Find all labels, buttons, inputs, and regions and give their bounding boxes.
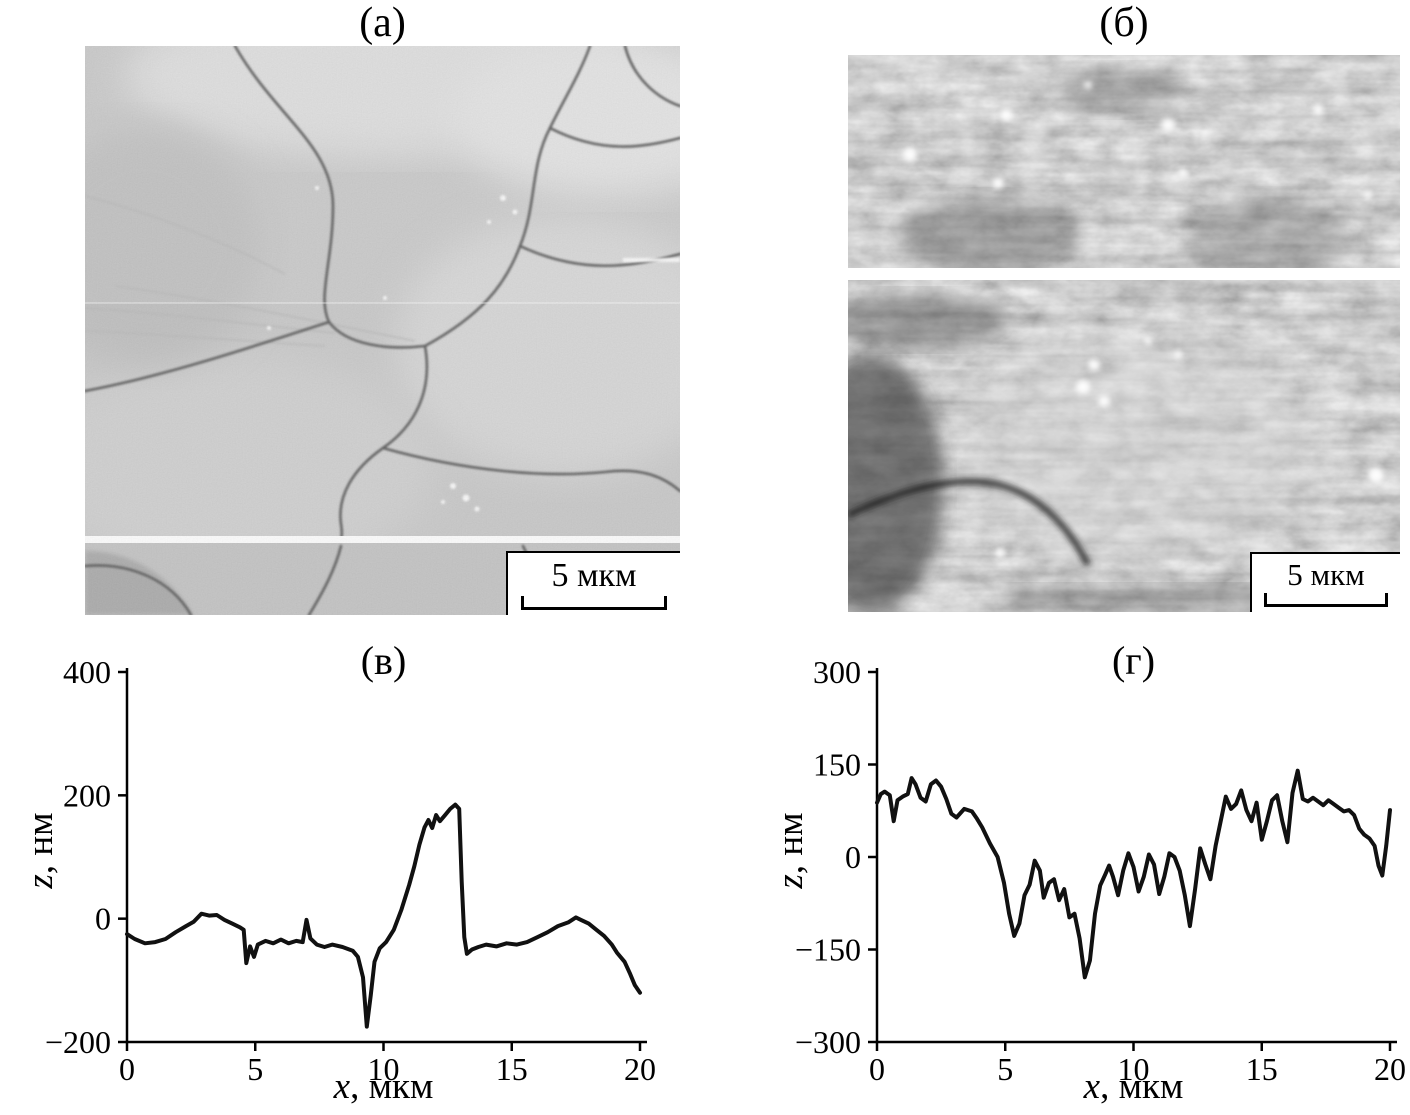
x-unit: , мкм	[1100, 1066, 1184, 1107]
micrograph-a-image	[85, 46, 680, 615]
y-tick-label: 0	[845, 839, 861, 875]
scale-bar-a-line	[521, 595, 667, 610]
panel-b-label: (б)	[1099, 0, 1149, 46]
y-unit: , нм	[770, 812, 811, 875]
scale-bar-a-label: 5 мкм	[551, 556, 637, 594]
panel-g-label: (г)	[1111, 638, 1156, 683]
x-unit: , мкм	[350, 1066, 434, 1107]
y-tick-label: 400	[63, 654, 111, 690]
scale-bar-b: 5 мкм	[1250, 552, 1400, 612]
panel-a-label: (а)	[359, 0, 406, 46]
x-tick-label: 10	[368, 1051, 400, 1087]
y-tick-label: 200	[63, 777, 111, 813]
profile-chart-g: 300 150 0 −150 −300 0 5 10 15 20 (г) z, нм x, мкм	[765, 638, 1410, 1115]
micrograph-b: 5 мкм	[848, 55, 1400, 612]
x-tick-label: 20	[624, 1051, 656, 1087]
y-tick-label: 0	[95, 901, 111, 937]
x-var: x	[333, 1066, 351, 1107]
micrograph-a: 5 мкм	[85, 46, 680, 615]
chart-g-y-axis-label: z, нм	[769, 718, 812, 983]
x-tick-label: 15	[1246, 1051, 1278, 1087]
y-tick-label: −200	[45, 1024, 111, 1060]
y-var: z	[770, 874, 811, 889]
axis-line	[875, 668, 1397, 1044]
x-tick-label: 10	[1118, 1051, 1150, 1087]
x-tick-label: 0	[869, 1051, 885, 1087]
y-tick-label: 150	[813, 747, 861, 783]
y-tick-label: 300	[813, 654, 861, 690]
y-tick-label: −300	[795, 1024, 861, 1060]
y-tick-label: −150	[795, 932, 861, 968]
y-var: z	[20, 874, 61, 889]
image-b-bottom-strip	[848, 280, 1400, 612]
film-grain-overlay	[85, 46, 680, 615]
chart-v-x-axis-label: x, мкм	[127, 1065, 640, 1108]
profile-chart-v: 400 200 0 −200 0 5 10 15 20 (в) z, нм x, мкм	[15, 638, 680, 1115]
profile-line	[125, 802, 642, 1029]
x-tick-label: 0	[119, 1051, 135, 1087]
chart-g-x-axis-label: x, мкм	[877, 1065, 1390, 1108]
x-tick-label: 5	[997, 1051, 1013, 1087]
y-unit: , нм	[20, 812, 61, 875]
profile-line	[875, 768, 1392, 980]
bright-particles-top	[903, 81, 1372, 199]
scale-bar-b-label: 5 мкм	[1287, 557, 1365, 592]
x-tick-label: 15	[496, 1051, 528, 1087]
scale-bar-a: 5 мкм	[506, 551, 680, 615]
x-tick-label: 20	[1374, 1051, 1406, 1087]
x-var: x	[1083, 1066, 1101, 1107]
scale-bar-b-line	[1264, 593, 1388, 607]
micrograph-b-image	[848, 55, 1400, 612]
axis-line	[125, 668, 647, 1044]
chart-v-y-axis-label: z, нм	[19, 718, 62, 983]
x-tick-label: 5	[247, 1051, 263, 1087]
image-b-top-strip	[848, 55, 1400, 268]
panel-v-label: (в)	[360, 638, 407, 683]
